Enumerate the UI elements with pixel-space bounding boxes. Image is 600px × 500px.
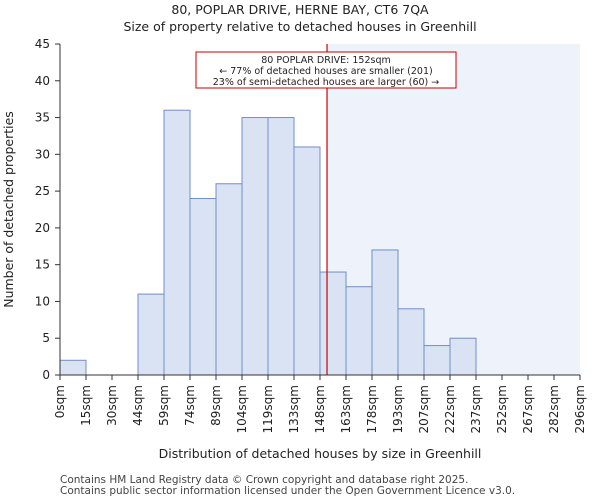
annotation-line-3: 23% of semi-detached houses are larger (… [213, 77, 440, 88]
x-tick-label: 267sqm [521, 385, 535, 433]
bars-group [59, 109, 477, 376]
y-tick-label: 0 [42, 368, 50, 382]
bar-104sqm [241, 117, 269, 376]
y-tick-label: 35 [35, 111, 50, 125]
bar-0sqm [59, 359, 87, 376]
bar-133sqm [293, 146, 321, 376]
x-tick-label: 74sqm [183, 385, 197, 426]
x-tick-label: 104sqm [235, 385, 249, 433]
x-tick-label: 0sqm [53, 385, 67, 418]
x-tick-label: 222sqm [443, 385, 457, 433]
y-tick-label: 40 [35, 74, 50, 88]
bar-207sqm [423, 345, 451, 376]
chart-subtitle: Size of property relative to detached ho… [123, 19, 477, 34]
x-tick-label: 252sqm [495, 385, 509, 433]
bar-148sqm [319, 271, 347, 376]
bar-74sqm [189, 197, 217, 376]
x-tick-label: 89sqm [209, 385, 223, 426]
x-tick-label: 30sqm [105, 385, 119, 426]
bar-44sqm [137, 293, 165, 376]
x-axis-label: Distribution of detached houses by size … [159, 446, 482, 461]
bar-178sqm [371, 249, 399, 376]
annotation-box: 80 POPLAR DRIVE: 152sqm ← 77% of detache… [195, 51, 457, 89]
bar-193sqm [397, 308, 425, 376]
bar-163sqm [345, 286, 373, 376]
x-tick-label: 15sqm [79, 385, 93, 426]
annotation-border [195, 51, 457, 89]
x-tick-label: 44sqm [131, 385, 145, 426]
x-tick-label: 193sqm [391, 385, 405, 433]
annotation-line-1: 80 POPLAR DRIVE: 152sqm [261, 55, 390, 66]
footer-line-1: Contains HM Land Registry data © Crown c… [60, 474, 469, 486]
bar-119sqm [267, 117, 295, 376]
x-tick-label: 148sqm [313, 385, 327, 433]
y-tick-label: 15 [35, 258, 50, 272]
x-tick-label: 282sqm [547, 385, 561, 433]
y-tick-label: 45 [35, 37, 50, 51]
x-tick-label: 133sqm [287, 385, 301, 433]
y-tick-label: 25 [35, 184, 50, 198]
x-tick-label: 163sqm [339, 385, 353, 433]
annotation-line-2: ← 77% of detached houses are smaller (20… [219, 66, 432, 77]
bar-222sqm [449, 337, 477, 376]
y-tick-label: 10 [35, 294, 50, 308]
chart-title: 80, POPLAR DRIVE, HERNE BAY, CT6 7QA [171, 2, 429, 17]
x-tick-label: 296sqm [573, 385, 587, 433]
bar-89sqm [215, 183, 243, 376]
x-tick-label: 207sqm [417, 385, 431, 433]
x-tick-label: 59sqm [157, 385, 171, 426]
footer-line-2: Contains public sector information licen… [60, 485, 516, 497]
y-axis-label: Number of detached properties [1, 111, 16, 308]
y-tick-label: 30 [35, 147, 50, 161]
y-tick-label: 20 [35, 221, 50, 235]
x-ticks: 0sqm 15sqm 30sqm 44sqm 59sqm 74sqm 89sqm 104sqm… [53, 375, 587, 433]
y-ticks: 0 5 10 15 20 25 30 35 40 45 [35, 37, 60, 382]
x-tick-label: 237sqm [469, 385, 483, 433]
x-tick-label: 119sqm [261, 385, 275, 433]
x-tick-label: 178sqm [365, 385, 379, 433]
bar-59sqm [163, 109, 191, 376]
y-tick-label: 5 [42, 331, 50, 345]
